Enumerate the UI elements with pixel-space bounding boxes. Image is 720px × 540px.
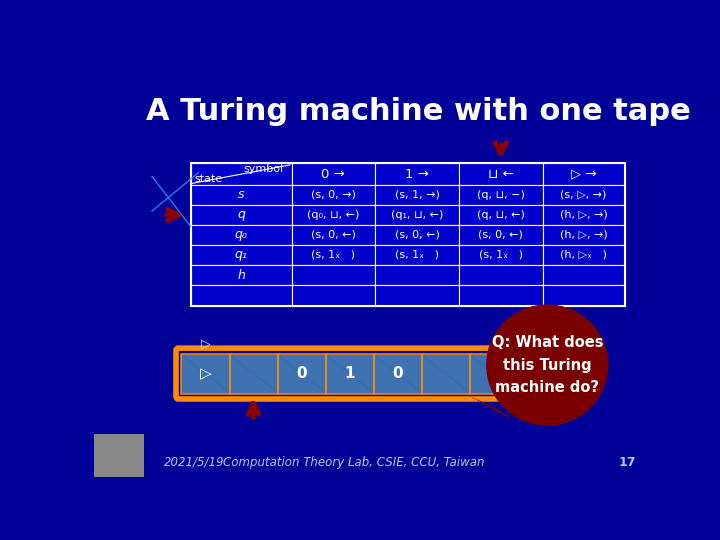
Text: (h, ▷, →): (h, ▷, →) xyxy=(560,230,608,240)
Text: q: q xyxy=(237,208,245,221)
Text: ▷: ▷ xyxy=(201,338,210,351)
Bar xyxy=(292,265,375,285)
Text: 0: 0 xyxy=(392,366,403,381)
Text: (q₀, ⊔, ←): (q₀, ⊔, ←) xyxy=(307,210,359,220)
Bar xyxy=(191,265,292,285)
Text: 1 →: 1 → xyxy=(405,167,429,181)
Bar xyxy=(292,164,375,185)
Bar xyxy=(459,164,543,185)
Text: (s, 1ₓ   ): (s, 1ₓ ) xyxy=(395,250,439,260)
Bar xyxy=(422,354,469,394)
Bar xyxy=(375,225,459,245)
Text: 2021/5/19: 2021/5/19 xyxy=(163,456,224,469)
Bar xyxy=(292,205,375,225)
Text: (s, 0, ←): (s, 0, ←) xyxy=(478,230,523,240)
Bar xyxy=(459,185,543,205)
Bar xyxy=(459,225,543,245)
Bar xyxy=(543,205,625,225)
Text: (s, 0, →): (s, 0, →) xyxy=(311,190,356,200)
Bar xyxy=(543,265,625,285)
Bar xyxy=(191,225,292,245)
Bar xyxy=(277,354,325,394)
Bar xyxy=(375,285,459,306)
Bar xyxy=(543,185,625,205)
Text: ▷: ▷ xyxy=(199,366,212,381)
Bar xyxy=(181,354,230,394)
Text: (s, 1, →): (s, 1, →) xyxy=(395,190,439,200)
Text: 0 →: 0 → xyxy=(321,167,345,181)
Bar xyxy=(459,285,543,306)
Bar xyxy=(518,354,566,394)
Bar xyxy=(543,164,625,185)
Bar xyxy=(94,434,144,477)
Text: q₀: q₀ xyxy=(235,228,248,241)
Text: (s, 0, ←): (s, 0, ←) xyxy=(395,230,439,240)
Text: (h, ▷, →): (h, ▷, →) xyxy=(560,210,608,220)
Text: ⊔ ←: ⊔ ← xyxy=(488,167,513,181)
Bar xyxy=(374,354,422,394)
Bar xyxy=(459,265,543,285)
Circle shape xyxy=(487,305,608,425)
Text: (s, 1ₓ   ): (s, 1ₓ ) xyxy=(311,250,356,260)
Text: (q, ⊔, −): (q, ⊔, −) xyxy=(477,190,525,200)
Bar xyxy=(375,164,459,185)
Text: 0: 0 xyxy=(296,366,307,381)
Bar xyxy=(375,245,459,265)
Bar xyxy=(375,185,459,205)
Text: 17: 17 xyxy=(619,456,636,469)
Text: s: s xyxy=(238,188,244,201)
Text: (h, ▷ₓ   ): (h, ▷ₓ ) xyxy=(560,250,607,260)
Text: (s, 1ₓ   ): (s, 1ₓ ) xyxy=(479,250,523,260)
Bar xyxy=(292,185,375,205)
Bar xyxy=(191,205,292,225)
Text: Q: What does
this Turing
machine do?: Q: What does this Turing machine do? xyxy=(492,335,603,395)
Bar xyxy=(375,205,459,225)
Bar xyxy=(191,245,292,265)
Bar xyxy=(469,354,518,394)
Bar xyxy=(191,185,292,205)
Text: (q₁, ⊔, ←): (q₁, ⊔, ←) xyxy=(391,210,444,220)
Text: (s, 0, ←): (s, 0, ←) xyxy=(311,230,356,240)
Text: symbol: symbol xyxy=(243,164,284,174)
Text: 1: 1 xyxy=(344,366,355,381)
Text: (s, ▷, →): (s, ▷, →) xyxy=(560,190,607,200)
Text: q₁: q₁ xyxy=(235,248,248,261)
Bar xyxy=(543,225,625,245)
Bar xyxy=(230,354,277,394)
Bar xyxy=(459,205,543,225)
Bar xyxy=(191,164,625,306)
Bar xyxy=(191,164,292,185)
Bar xyxy=(459,245,543,265)
Bar xyxy=(292,225,375,245)
Text: A Turing machine with one tape: A Turing machine with one tape xyxy=(145,97,690,125)
Text: (q, ⊔, ←): (q, ⊔, ←) xyxy=(477,210,525,220)
Text: state: state xyxy=(194,174,223,184)
Bar xyxy=(292,285,375,306)
Bar xyxy=(543,285,625,306)
Text: h: h xyxy=(237,268,245,281)
Text: ▷ →: ▷ → xyxy=(571,167,596,181)
Bar xyxy=(292,245,375,265)
Bar xyxy=(325,354,374,394)
Bar xyxy=(543,245,625,265)
Text: Computation Theory Lab, CSIE, CCU, Taiwan: Computation Theory Lab, CSIE, CCU, Taiwa… xyxy=(222,456,485,469)
Bar xyxy=(191,285,292,306)
Bar xyxy=(375,265,459,285)
Polygon shape xyxy=(469,396,514,421)
